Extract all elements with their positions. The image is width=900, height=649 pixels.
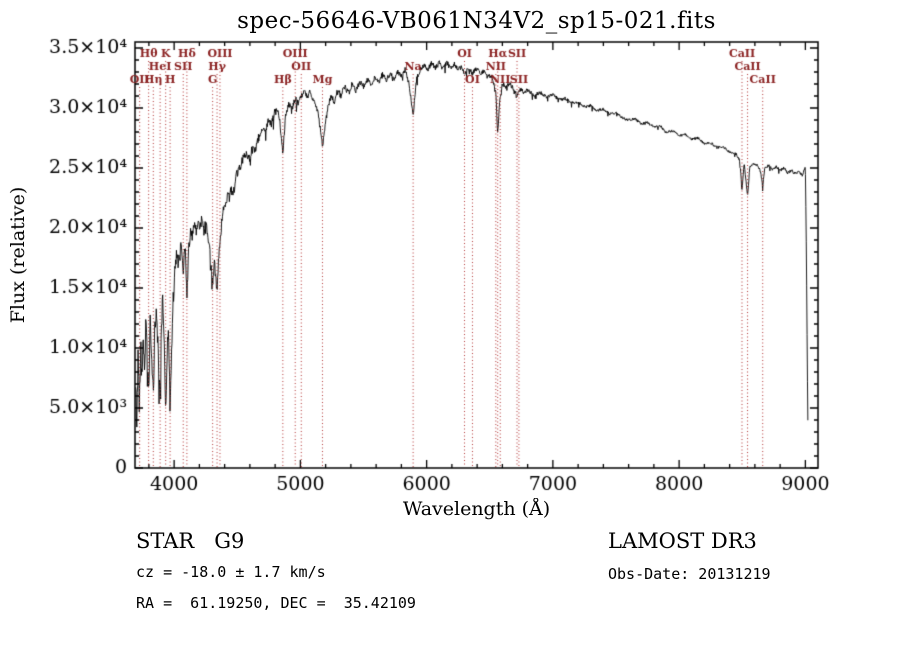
- plot-title: spec-56646-VB061N34V2_sp15-021.fits: [237, 8, 716, 34]
- spectrum-plot-canvas: [0, 0, 900, 520]
- survey-label: LAMOST DR3: [608, 529, 757, 553]
- ra-dec-label: RA = 61.19250, DEC = 35.42109: [136, 594, 416, 612]
- y-axis-label: Flux (relative): [7, 186, 29, 324]
- obs-date-label: Obs-Date: 20131219: [608, 565, 771, 583]
- x-axis-label: Wavelength (Å): [402, 498, 551, 520]
- object-class-label: STAR G9: [136, 529, 245, 553]
- radial-velocity-label: cz = -18.0 ± 1.7 km/s: [136, 563, 326, 581]
